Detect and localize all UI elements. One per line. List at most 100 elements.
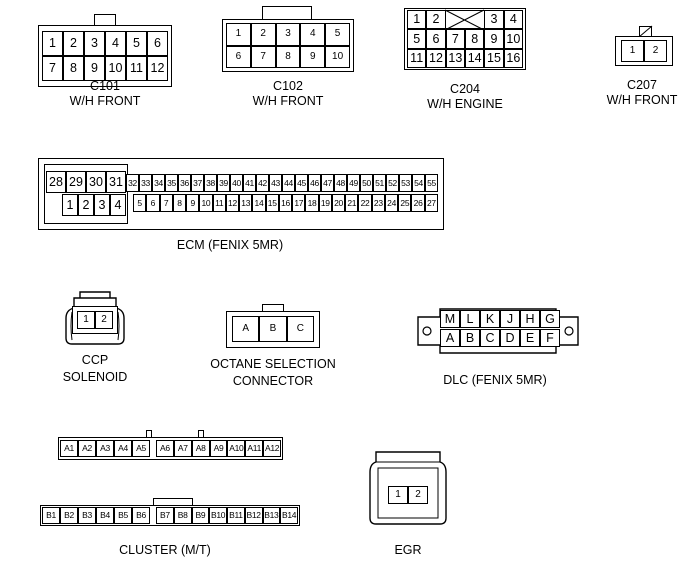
c204-pin-3: 3 <box>484 10 504 30</box>
c204-connector: 1 2 3 4 5 6 7 8 9 10 11 12 13 14 15 16 <box>404 8 526 70</box>
ecm-small-top-pin-52: 52 <box>386 174 399 192</box>
c101-pin-grid: 1 2 3 4 5 6 7 8 9 10 11 12 <box>42 31 168 81</box>
ecm-small-bottom-pin-23: 23 <box>371 194 385 212</box>
c204-pin-blank <box>465 10 485 30</box>
ecm-small-bottom-pin-19: 19 <box>318 194 332 212</box>
c102-subtitle: W/H FRONT <box>252 94 324 108</box>
ecm-small-top-pin-35: 35 <box>165 174 178 192</box>
c101-pin-4: 4 <box>105 31 126 56</box>
dlc-bottom-pin-a: A <box>440 329 460 347</box>
egr-label: EGR <box>394 543 422 557</box>
ecm-small-bottom-pin-7: 7 <box>159 194 173 212</box>
c204-pin-15: 15 <box>484 48 504 68</box>
c102-pin-4: 4 <box>300 23 326 46</box>
c207-tab-diagonal <box>638 25 653 38</box>
cluster-b-pin-b11: B11 <box>227 507 245 524</box>
c101-pin-8: 8 <box>63 56 84 81</box>
c204-pin-6: 6 <box>426 29 446 49</box>
ecm-small-bottom-pin-5: 5 <box>133 194 147 212</box>
ecm-label: ECM (FENIX 5MR) <box>176 238 284 252</box>
ecm-small-top-pin-51: 51 <box>373 174 386 192</box>
c102-pin-7: 7 <box>250 45 276 68</box>
cluster-b-pin-b2: B2 <box>60 507 78 524</box>
ecm-small-bottom-pin-20: 20 <box>331 194 346 212</box>
c204-pin-9: 9 <box>484 29 504 49</box>
cluster-a-pin-a5: A5 <box>132 440 150 457</box>
octane-label-line1: OCTANE SELECTION <box>210 357 336 371</box>
ecm-small-bottom-pin-14: 14 <box>252 194 266 212</box>
cluster-b-pin-b12: B12 <box>244 507 263 524</box>
c101-pin-1: 1 <box>42 31 63 56</box>
octane-pin-c: C <box>286 316 314 342</box>
c101-pin-7: 7 <box>42 56 63 81</box>
ecm-big-top-pin-28: 28 <box>46 171 66 193</box>
cluster-b-pin-b3: B3 <box>78 507 96 524</box>
ecm-small-bottom-pin-6: 6 <box>146 194 160 212</box>
c101-pin-2: 2 <box>63 31 84 56</box>
c101-pin-6: 6 <box>147 31 168 56</box>
c102-lock-tab <box>262 6 312 20</box>
ecm-small-pins-bottom: 5 6 7 8 9 10 11 12 13 14 15 16 17 18 19 20 21 22 23 24 25 26 2… <box>133 194 438 212</box>
c204-pin-12: 12 <box>426 48 446 68</box>
egr-pin-2: 2 <box>408 486 428 504</box>
cluster-b-connector: B1 B2 B3 B4 B5 B6 B7 B8 B9 B10 B11 B12 B13 B14 <box>40 498 300 526</box>
ccp-label-line1: CCP <box>81 353 109 367</box>
cluster-b-pin-b4: B4 <box>96 507 114 524</box>
cluster-a-pin-a10: A10 <box>227 440 246 457</box>
c102-pin-3: 3 <box>275 23 301 46</box>
cluster-b-pins-left: B1 B2 B3 B4 B5 B6 <box>42 507 150 524</box>
ecm-small-bottom-pin-9: 9 <box>186 194 200 212</box>
c204-pin-blank <box>445 10 465 30</box>
cluster-b-pins-right: B7 B8 B9 B10 B11 B12 B13 B14 <box>156 507 298 524</box>
dlc-top-pin-g: G <box>540 310 560 328</box>
cluster-label: CLUSTER (M/T) <box>119 543 211 557</box>
ecm-small-bottom-pin-21: 21 <box>345 194 359 212</box>
dlc-top-pin-l: L <box>460 310 480 328</box>
ecm-small-top-pin-39: 39 <box>217 174 230 192</box>
c204-pin-5: 5 <box>407 29 427 49</box>
c207-subtitle: W/H FRONT <box>606 93 678 107</box>
cluster-a-connector: A1 A2 A3 A4 A5 A6 A7 A8 A9 A10 A11 A12 <box>58 430 283 460</box>
c101-pin-5: 5 <box>126 31 147 56</box>
c101-name: C101 <box>90 79 120 93</box>
c101-pin-9: 9 <box>84 56 105 81</box>
ecm-big-top-pin-30: 30 <box>86 171 106 193</box>
c102-pin-grid: 1 2 3 4 5 6 7 8 9 10 <box>226 23 350 68</box>
octane-label-line2: CONNECTOR <box>232 374 314 388</box>
dlc-top-pin-m: M <box>440 310 460 328</box>
c102-pin-1: 1 <box>226 23 251 46</box>
ecm-small-top-pin-34: 34 <box>152 174 165 192</box>
c207-pin-2: 2 <box>644 40 667 62</box>
c204-pin-11: 11 <box>407 48 427 68</box>
c204-pin-grid: 1 2 3 4 5 6 7 8 9 10 11 12 13 14 15 16 <box>407 10 523 68</box>
c101-subtitle: W/H FRONT <box>69 94 141 108</box>
ecm-small-bottom-pin-11: 11 <box>212 194 226 212</box>
ecm-small-top-pin-38: 38 <box>204 174 217 192</box>
c204-pin-8: 8 <box>465 29 485 49</box>
c204-name: C204 <box>450 82 480 96</box>
ecm-big-bottom-pin-4: 4 <box>110 194 126 216</box>
ecm-small-top-pin-36: 36 <box>178 174 191 192</box>
dlc-top-pin-j: J <box>500 310 520 328</box>
cluster-a-pin-a2: A2 <box>78 440 96 457</box>
ecm-small-top-pin-45: 45 <box>295 174 308 192</box>
cluster-b-pin-b1: B1 <box>42 507 60 524</box>
ecm-small-top-pin-43: 43 <box>269 174 282 192</box>
ecm-small-bottom-pin-22: 22 <box>358 194 372 212</box>
cluster-b-pin-b13: B13 <box>262 507 281 524</box>
ecm-small-top-pin-48: 48 <box>334 174 347 192</box>
ecm-small-bottom-pin-25: 25 <box>398 194 412 212</box>
c204-pin-2: 2 <box>426 10 446 30</box>
c204-pin-13: 13 <box>445 48 465 68</box>
c102-pin-6: 6 <box>226 45 251 68</box>
c102-pin-10: 10 <box>325 45 350 68</box>
c102-pin-8: 8 <box>275 45 301 68</box>
egr-pin-1: 1 <box>388 486 408 504</box>
ccp-label-line2: SOLENOID <box>62 370 128 384</box>
ecm-big-bottom-pin-2: 2 <box>78 194 94 216</box>
